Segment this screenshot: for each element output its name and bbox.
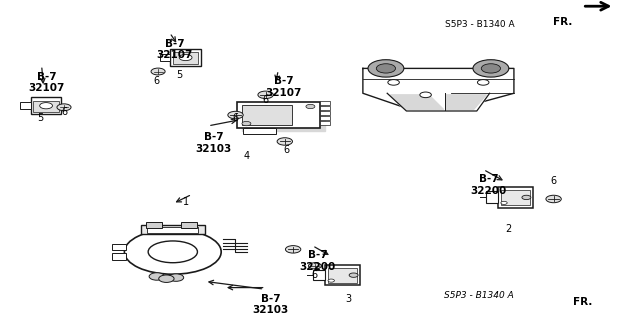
Bar [320,100,330,105]
Text: 6: 6 [550,176,557,186]
Text: B-7
32103: B-7 32103 [253,294,289,315]
Bar [486,191,498,204]
Circle shape [522,195,531,200]
Text: 2: 2 [506,224,512,234]
Bar [314,270,325,280]
Circle shape [368,60,404,77]
Circle shape [546,195,561,203]
Text: S5P3 - B1340 A: S5P3 - B1340 A [444,291,513,300]
Bar [112,253,126,260]
Circle shape [328,279,335,282]
Circle shape [285,246,301,253]
Text: B-7
32107: B-7 32107 [157,39,193,61]
Text: FR.: FR. [573,297,592,307]
Text: 3: 3 [346,294,352,304]
Circle shape [151,68,165,75]
Bar [328,268,357,283]
Circle shape [477,80,489,85]
Bar [141,225,205,234]
Text: 6: 6 [61,107,67,117]
Circle shape [376,64,396,73]
Text: 6: 6 [262,95,269,105]
Text: 6: 6 [154,76,160,86]
Bar [320,111,330,115]
Text: 1: 1 [182,197,189,207]
Ellipse shape [148,241,198,263]
Text: B-7
32200: B-7 32200 [300,250,336,272]
Circle shape [308,263,321,269]
Bar [325,265,360,285]
Text: 4: 4 [243,151,250,161]
Polygon shape [446,95,486,109]
Bar [160,54,170,61]
Bar [242,105,292,125]
Bar [33,100,59,112]
Circle shape [388,80,399,85]
Circle shape [168,274,184,281]
Circle shape [149,273,164,280]
Bar [173,52,198,64]
Bar [170,49,201,66]
Circle shape [501,201,508,204]
Polygon shape [363,68,514,110]
Bar [320,121,330,125]
Circle shape [481,64,500,73]
Text: 5: 5 [176,70,182,80]
Circle shape [242,122,251,126]
Text: B-7
32107: B-7 32107 [29,71,65,93]
Text: 6: 6 [283,145,289,155]
Circle shape [57,104,71,111]
Circle shape [40,103,52,109]
Bar [112,244,126,250]
Text: 6: 6 [232,114,239,123]
Circle shape [179,55,192,61]
Bar [237,102,320,128]
Circle shape [159,275,174,282]
Bar [498,187,533,208]
Bar [146,222,162,228]
Text: B-7
32200: B-7 32200 [470,174,507,196]
Text: FR.: FR. [554,17,573,27]
Polygon shape [390,95,444,109]
Circle shape [228,111,243,119]
Circle shape [420,92,431,98]
Bar [31,98,61,114]
Ellipse shape [124,229,221,274]
Text: S5P3 - B1340 A: S5P3 - B1340 A [445,20,515,29]
Bar [181,222,197,228]
Circle shape [306,104,315,109]
Text: 6: 6 [312,271,318,280]
Circle shape [258,91,273,99]
Text: B-7
32107: B-7 32107 [266,76,302,98]
Circle shape [277,138,292,145]
Bar [501,190,530,205]
Bar [20,102,31,109]
Text: 5: 5 [37,114,44,123]
Bar [320,106,330,110]
Bar [147,227,198,233]
Polygon shape [242,105,325,131]
Bar [243,128,276,135]
Bar [320,116,330,120]
Text: B-7
32103: B-7 32103 [195,132,232,154]
Circle shape [349,273,358,277]
Polygon shape [387,93,490,111]
Circle shape [473,60,509,77]
